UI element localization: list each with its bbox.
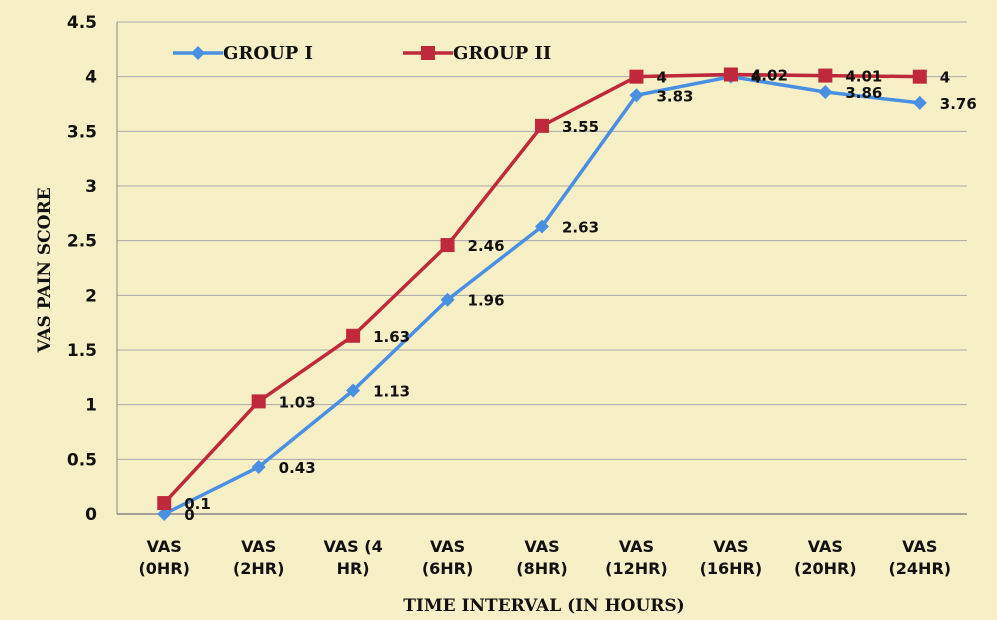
data-label: 3.86 [845, 84, 882, 102]
x-axis-title: TIME INTERVAL (IN HOURS) [403, 596, 684, 616]
y-axis-title: VAS PAIN SCORE [35, 187, 55, 353]
legend-marker [421, 46, 435, 60]
y-tick-label: 4 [85, 68, 97, 88]
data-label: 3.83 [656, 87, 693, 105]
legend-label: GROUP I [223, 43, 313, 64]
y-tick-label: 3.5 [67, 122, 97, 142]
data-point-marker [440, 238, 455, 253]
data-point-marker [251, 394, 266, 409]
data-point-marker [818, 84, 833, 99]
data-point-marker [535, 219, 549, 234]
legend-label: GROUP II [453, 43, 551, 64]
data-point-marker [346, 328, 361, 343]
data-point-marker [346, 383, 361, 398]
data-labels: 00.431.131.962.633.8343.863.760.11.031.6… [184, 66, 977, 524]
x-tick-label: VAS (16HR) [700, 537, 763, 578]
y-tick-label: 0.5 [67, 450, 97, 470]
data-label: 1.13 [373, 382, 410, 400]
data-label: 2.46 [468, 237, 505, 255]
data-label: 4 [751, 69, 761, 87]
data-label: 0 [184, 506, 194, 524]
series-layer [157, 67, 927, 521]
data-point-marker [723, 67, 738, 82]
data-label: 1.03 [279, 393, 316, 411]
data-label: 4.01 [845, 68, 882, 86]
y-tick-label: 2.5 [67, 232, 97, 252]
data-label: 3.76 [940, 95, 977, 113]
x-tick-label: VAS (4 HR) [324, 537, 383, 578]
data-label: 2.63 [562, 218, 599, 236]
x-tick-label: VAS (24HR) [888, 537, 951, 578]
x-tick-label: VAS (2HR) [233, 537, 284, 578]
data-label: 1.96 [468, 292, 505, 310]
data-point-marker [912, 95, 927, 110]
data-label: 4 [656, 69, 666, 87]
y-axis-ticks: 0 0.5 1 1.5 2 2.5 3 3.5 4 4.5 [67, 13, 97, 525]
y-tick-label: 3 [85, 177, 97, 197]
x-tick-label: VAS (8HR) [516, 537, 567, 578]
y-tick-label: 2 [85, 286, 97, 306]
x-tick-label: VAS (12HR) [605, 537, 668, 578]
data-label: 3.55 [562, 118, 599, 136]
data-label: 4 [940, 69, 950, 87]
legend-marker [191, 46, 205, 60]
data-point-marker [440, 292, 455, 307]
data-point-marker [629, 69, 644, 84]
data-label: 0.1 [184, 495, 211, 513]
data-point-marker [157, 496, 172, 511]
x-tick-label: VAS (6HR) [422, 537, 473, 578]
y-tick-label: 1.5 [67, 341, 97, 361]
data-label: 4.02 [751, 66, 788, 84]
y-tick-label: 0 [85, 505, 97, 525]
y-tick-label: 4.5 [67, 13, 97, 33]
data-point-marker [629, 88, 644, 103]
data-label: 1.63 [373, 328, 410, 346]
data-point-marker [251, 459, 266, 474]
data-point-marker [818, 68, 833, 83]
x-tick-label: VAS (0HR) [138, 537, 189, 578]
data-label: 0.43 [279, 459, 316, 477]
data-point-marker [535, 118, 549, 133]
data-point-marker [157, 507, 172, 521]
legend: GROUP I GROUP II [173, 43, 551, 64]
series-line-2 [162, 72, 920, 505]
x-tick-label: VAS (20HR) [794, 537, 857, 578]
data-point-marker [912, 69, 927, 84]
gridlines [116, 21, 967, 515]
x-axis-ticks: VAS (0HR) VAS (2HR) VAS (4 HR) VAS (6HR) VAS (8HR… [138, 537, 951, 578]
y-tick-label: 1 [85, 396, 97, 416]
